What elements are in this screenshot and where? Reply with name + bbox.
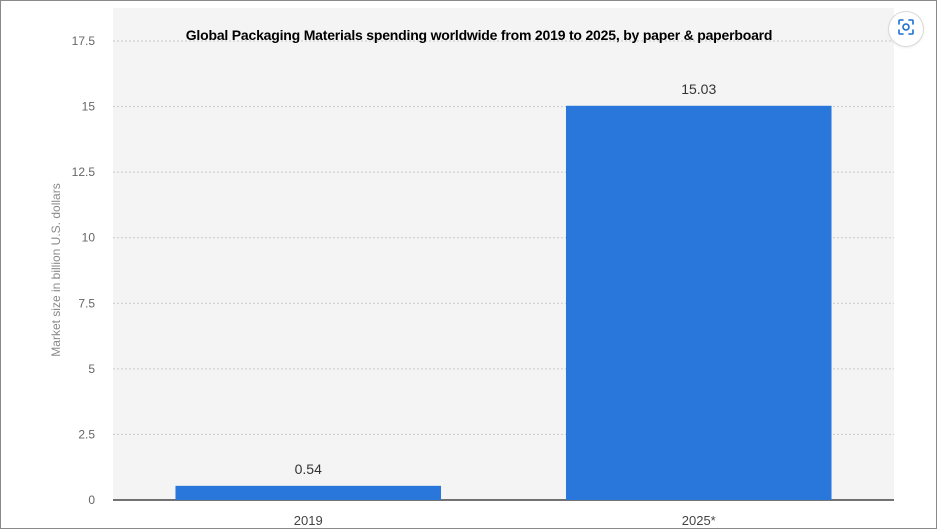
visual-search-button[interactable] <box>889 12 923 46</box>
y-tick-label: 0 <box>88 493 95 507</box>
x-tick-label: 2025* <box>682 513 716 528</box>
y-tick-label: 7.5 <box>78 296 95 310</box>
y-tick-label: 12.5 <box>72 165 96 179</box>
y-tick-labels: 0 2.5 5 7.5 10 12.5 15 17.5 <box>72 34 96 507</box>
value-label: 15.03 <box>681 81 716 97</box>
bars <box>175 105 832 500</box>
value-label: 0.54 <box>295 461 322 477</box>
y-tick-label: 15 <box>82 100 96 114</box>
y-tick-label: 10 <box>82 231 96 245</box>
x-tick-label: 2019 <box>294 513 323 528</box>
visual-search-icon <box>896 17 916 42</box>
bar <box>175 485 442 500</box>
y-tick-label: 17.5 <box>72 34 96 48</box>
bar <box>565 105 832 500</box>
y-axis-title: Market size in billion U.S. dollars <box>49 183 63 356</box>
y-tick-label: 5 <box>88 362 95 376</box>
x-tick-labels: 2019 2025* <box>294 513 716 528</box>
y-tick-label: 2.5 <box>78 427 95 441</box>
chart-title: Global Packaging Materials spending worl… <box>185 27 773 43</box>
value-labels: 0.54 15.03 <box>295 81 717 477</box>
